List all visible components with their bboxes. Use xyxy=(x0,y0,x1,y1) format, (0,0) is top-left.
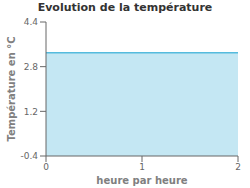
svg-text:1.2: 1.2 xyxy=(24,107,38,117)
svg-text:0: 0 xyxy=(43,162,49,172)
svg-text:1: 1 xyxy=(139,162,145,172)
svg-text:4.4: 4.4 xyxy=(24,17,39,27)
svg-text:2.8: 2.8 xyxy=(24,62,39,72)
svg-text:-0.4: -0.4 xyxy=(20,151,38,161)
svg-text:heure par heure: heure par heure xyxy=(96,175,187,186)
html-text:Evolution de la température: Evolution de la température xyxy=(37,1,213,14)
svg-text:2: 2 xyxy=(235,162,241,172)
svg-text:Température en °C: Température en °C xyxy=(8,36,17,141)
